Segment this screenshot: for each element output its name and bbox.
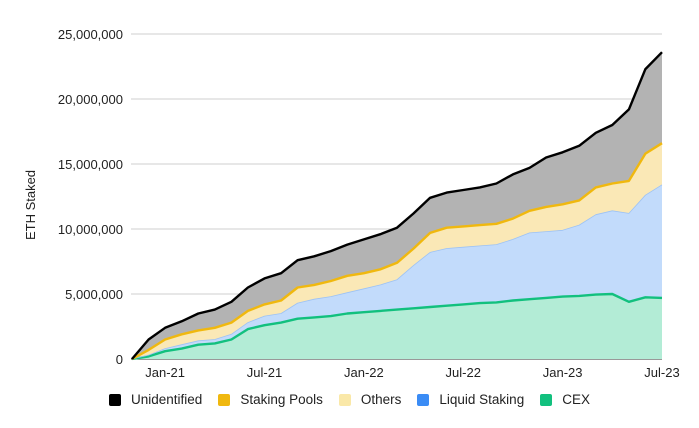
legend-swatch xyxy=(338,393,351,406)
legend-item-staking-pools[interactable]: Staking Pools xyxy=(218,392,323,407)
y-tick-label: 5,000,000 xyxy=(65,287,123,302)
area-cex xyxy=(132,294,662,359)
area-others xyxy=(132,144,662,359)
x-tick-label: Jul-22 xyxy=(446,365,481,380)
line-liquid-staking xyxy=(131,184,663,360)
x-tick-label: Jul-21 xyxy=(247,365,282,380)
y-tick-label: 15,000,000 xyxy=(58,157,123,172)
legend-item-liquid-staking[interactable]: Liquid Staking xyxy=(417,392,524,407)
legend-swatch xyxy=(109,393,122,406)
legend-label: Liquid Staking xyxy=(439,392,525,407)
area-liquid-staking xyxy=(132,184,662,359)
y-tick-label: 25,000,000 xyxy=(58,27,123,42)
legend-label: CEX xyxy=(562,392,590,407)
y-tick-label: 20,000,000 xyxy=(58,92,123,107)
line-cex xyxy=(131,292,663,361)
legend-swatch xyxy=(218,393,231,406)
y-axis-ticks: 0 5,000,000 10,000,000 15,000,000 20,000,000… xyxy=(58,27,123,367)
legend-item-unidentified[interactable]: Unidentified xyxy=(109,392,202,407)
legend-item-others[interactable]: Others xyxy=(338,392,402,407)
legend: Unidentified Staking Pools Others Liquid… xyxy=(0,392,699,407)
x-axis-ticks: Jan-21 Jul-21 Jan-22 Jul-22 Jan-23 Jul-23 xyxy=(145,365,679,380)
series-areas xyxy=(131,51,663,361)
legend-item-cex[interactable]: CEX xyxy=(540,392,590,407)
line-staking-pools xyxy=(131,142,663,361)
line-others xyxy=(131,144,663,360)
legend-label: Others xyxy=(360,392,402,407)
x-tick-label: Jul-23 xyxy=(644,365,679,380)
line-unidentified xyxy=(131,51,663,360)
legend-swatch xyxy=(417,393,430,406)
x-tick-label: Jan-21 xyxy=(145,365,185,380)
legend-label: Unidentified xyxy=(131,392,203,407)
y-tick-label: 0 xyxy=(116,352,123,367)
area-unidentified xyxy=(132,52,662,359)
legend-swatch xyxy=(540,393,553,406)
x-tick-label: Jan-23 xyxy=(543,365,583,380)
y-axis-label: ETH Staked xyxy=(23,170,38,240)
y-tick-label: 10,000,000 xyxy=(58,222,123,237)
legend-label: Staking Pools xyxy=(240,392,323,407)
x-tick-label: Jan-22 xyxy=(344,365,384,380)
